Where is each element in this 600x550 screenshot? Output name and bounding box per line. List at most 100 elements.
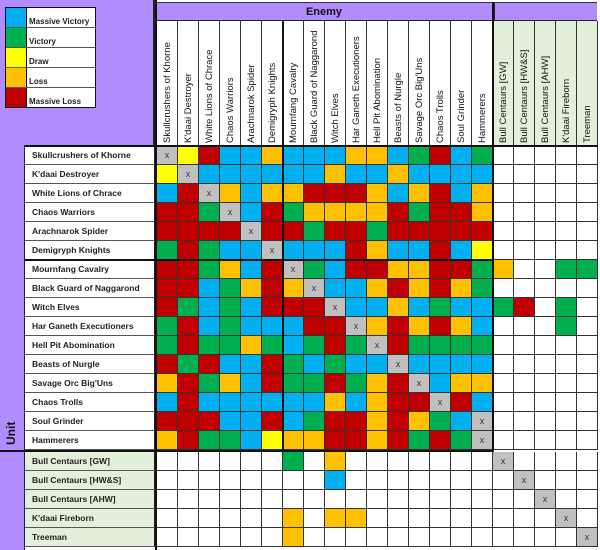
self-matchup-cell[interactable]: x	[493, 452, 514, 471]
matchup-cell[interactable]	[346, 471, 367, 490]
matchup-cell[interactable]	[241, 393, 262, 412]
matchup-cell[interactable]	[325, 431, 346, 450]
matchup-cell[interactable]	[346, 298, 367, 317]
self-matchup-cell[interactable]: x	[472, 431, 493, 450]
matchup-cell[interactable]	[346, 393, 367, 412]
matchup-cell[interactable]	[367, 279, 388, 298]
matchup-cell[interactable]	[451, 355, 472, 374]
matchup-cell[interactable]	[178, 412, 199, 431]
matchup-cell[interactable]	[388, 412, 409, 431]
matchup-cell[interactable]	[430, 355, 451, 374]
self-matchup-cell[interactable]: x	[472, 412, 493, 431]
matchup-cell[interactable]	[157, 279, 178, 298]
matchup-cell[interactable]	[409, 490, 430, 509]
matchup-cell[interactable]	[367, 260, 388, 279]
matchup-cell[interactable]	[220, 279, 241, 298]
matchup-cell[interactable]	[388, 471, 409, 490]
matchup-cell[interactable]	[535, 184, 556, 203]
matchup-cell[interactable]	[262, 222, 283, 241]
matchup-cell[interactable]	[283, 431, 304, 450]
self-matchup-cell[interactable]: x	[199, 184, 220, 203]
matchup-cell[interactable]	[157, 393, 178, 412]
row-label[interactable]: Har Ganeth Executioners	[25, 317, 156, 336]
matchup-cell[interactable]	[535, 203, 556, 222]
matchup-cell[interactable]	[388, 490, 409, 509]
matchup-cell[interactable]	[283, 452, 304, 471]
matchup-cell[interactable]	[304, 528, 325, 547]
matchup-cell[interactable]	[178, 393, 199, 412]
matchup-cell[interactable]	[283, 146, 304, 165]
matchup-cell[interactable]	[346, 260, 367, 279]
matchup-cell[interactable]	[430, 260, 451, 279]
matchup-cell[interactable]	[346, 490, 367, 509]
matchup-cell[interactable]	[220, 184, 241, 203]
matchup-cell[interactable]	[262, 528, 283, 547]
matchup-cell[interactable]	[577, 452, 598, 471]
matchup-cell[interactable]	[220, 431, 241, 450]
matchup-cell[interactable]	[472, 490, 493, 509]
matchup-cell[interactable]	[409, 393, 430, 412]
matchup-cell[interactable]	[472, 241, 493, 260]
matchup-cell[interactable]	[577, 471, 598, 490]
matchup-cell[interactable]	[199, 260, 220, 279]
matchup-cell[interactable]	[472, 509, 493, 528]
matchup-cell[interactable]	[199, 509, 220, 528]
matchup-cell[interactable]	[388, 222, 409, 241]
matchup-cell[interactable]	[451, 393, 472, 412]
matchup-cell[interactable]	[388, 165, 409, 184]
matchup-cell[interactable]	[409, 222, 430, 241]
matchup-cell[interactable]	[178, 471, 199, 490]
matchup-cell[interactable]	[472, 355, 493, 374]
matchup-cell[interactable]	[430, 452, 451, 471]
matchup-cell[interactable]	[556, 146, 577, 165]
matchup-cell[interactable]	[199, 336, 220, 355]
matchup-cell[interactable]	[535, 241, 556, 260]
column-header[interactable]: Black Guard of Naggarond	[304, 21, 325, 145]
matchup-cell[interactable]	[283, 412, 304, 431]
matchup-cell[interactable]	[241, 431, 262, 450]
matchup-cell[interactable]	[346, 241, 367, 260]
matchup-cell[interactable]	[535, 222, 556, 241]
self-matchup-cell[interactable]: x	[367, 336, 388, 355]
matchup-cell[interactable]	[451, 412, 472, 431]
matchup-cell[interactable]	[346, 431, 367, 450]
matchup-cell[interactable]	[451, 336, 472, 355]
matchup-cell[interactable]	[451, 528, 472, 547]
matchup-cell[interactable]	[367, 222, 388, 241]
matchup-cell[interactable]	[535, 431, 556, 450]
matchup-cell[interactable]	[493, 336, 514, 355]
matchup-cell[interactable]	[262, 374, 283, 393]
row-label[interactable]: Chaos Trolls	[25, 393, 156, 412]
matchup-cell[interactable]	[472, 222, 493, 241]
matchup-cell[interactable]	[220, 317, 241, 336]
matchup-cell[interactable]	[157, 165, 178, 184]
matchup-cell[interactable]	[535, 374, 556, 393]
matchup-cell[interactable]	[451, 222, 472, 241]
matchup-cell[interactable]	[262, 165, 283, 184]
matchup-cell[interactable]	[556, 241, 577, 260]
matchup-cell[interactable]	[325, 393, 346, 412]
matchup-cell[interactable]	[514, 260, 535, 279]
matchup-cell[interactable]	[178, 317, 199, 336]
matchup-cell[interactable]	[283, 184, 304, 203]
matchup-cell[interactable]	[304, 222, 325, 241]
matchup-cell[interactable]	[262, 490, 283, 509]
self-matchup-cell[interactable]: x	[220, 203, 241, 222]
row-label[interactable]: Hell Pit Abomination	[25, 336, 156, 355]
matchup-cell[interactable]	[472, 317, 493, 336]
matchup-cell[interactable]	[514, 509, 535, 528]
matchup-cell[interactable]	[220, 222, 241, 241]
row-label[interactable]: Arachnarok Spider	[25, 222, 156, 241]
matchup-cell[interactable]	[430, 336, 451, 355]
matchup-cell[interactable]	[283, 490, 304, 509]
matchup-cell[interactable]	[409, 452, 430, 471]
matchup-cell[interactable]	[304, 260, 325, 279]
matchup-cell[interactable]	[241, 355, 262, 374]
matchup-cell[interactable]	[304, 203, 325, 222]
matchup-cell[interactable]	[262, 431, 283, 450]
matchup-cell[interactable]	[556, 317, 577, 336]
matchup-cell[interactable]	[430, 509, 451, 528]
matchup-cell[interactable]	[493, 184, 514, 203]
matchup-cell[interactable]	[157, 260, 178, 279]
row-label[interactable]: Demigryph Knights	[25, 241, 156, 260]
